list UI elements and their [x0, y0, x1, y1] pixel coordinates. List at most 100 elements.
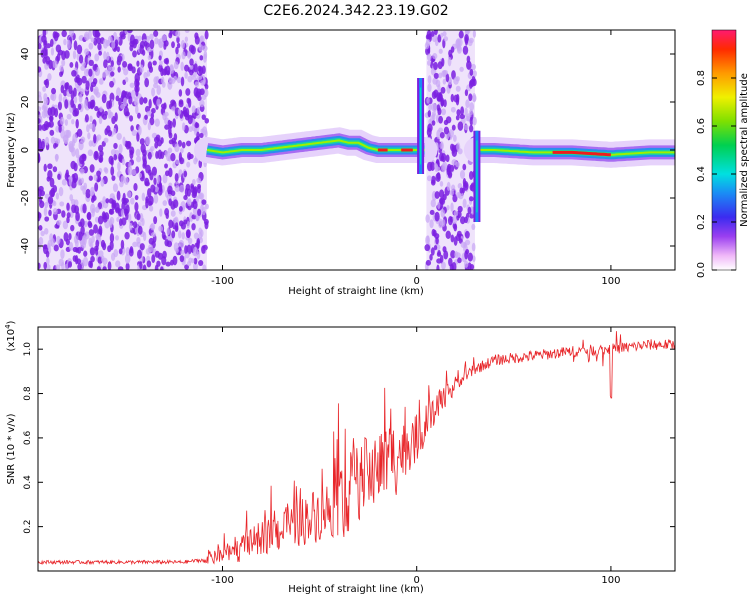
noise-blob: [137, 225, 143, 235]
noise-blob: [453, 223, 458, 232]
noise-blob: [168, 167, 173, 178]
noise-blob: [430, 199, 436, 208]
noise-blob: [153, 194, 159, 204]
noise-blob: [51, 87, 57, 95]
noise-blob: [463, 216, 469, 224]
noise-blob: [204, 221, 209, 230]
noise-blob: [191, 105, 196, 114]
noise-blob: [154, 250, 160, 258]
noise-blob: [448, 129, 454, 138]
noise-blob: [436, 129, 441, 140]
noise-blob: [136, 60, 140, 67]
noise-blob: [96, 170, 101, 177]
noise-blob: [138, 172, 143, 178]
noise-blob: [70, 98, 75, 109]
noise-blob: [49, 38, 54, 48]
noise-blob: [102, 213, 107, 220]
noise-blob: [78, 93, 83, 103]
noise-blob: [134, 72, 140, 83]
noise-blob: [61, 50, 66, 61]
noise-blob: [178, 230, 182, 239]
noise-blob: [99, 150, 104, 157]
noise-blob: [435, 236, 439, 245]
noise-blob: [126, 191, 132, 198]
noise-blob: [160, 266, 164, 270]
noise-blob: [435, 79, 441, 88]
noise-blob: [451, 70, 456, 80]
noise-blob: [167, 185, 173, 195]
noise-region: [38, 30, 210, 270]
noise-blob: [59, 71, 63, 77]
noise-blob: [169, 120, 173, 129]
noise-blob: [194, 81, 200, 88]
noise-blob: [165, 261, 171, 267]
noise-blob: [103, 51, 107, 60]
noise-blob: [92, 77, 98, 85]
noise-blob: [425, 235, 430, 246]
noise-blob: [57, 101, 63, 111]
noise-blob: [77, 263, 82, 270]
noise-blob: [451, 124, 456, 131]
noise-blob: [133, 221, 138, 229]
noise-blob: [87, 149, 93, 157]
noise-blob: [62, 220, 69, 230]
noise-blob: [430, 247, 435, 256]
noise-blob: [204, 30, 209, 40]
noise-blob: [430, 179, 436, 186]
noise-blob: [175, 159, 180, 165]
noise-blob: [431, 120, 436, 126]
noise-blob: [122, 192, 126, 203]
noise-blob: [125, 111, 130, 117]
noise-blob: [457, 257, 462, 264]
noise-blob: [143, 71, 148, 80]
noise-blob: [73, 87, 77, 98]
noise-blob: [468, 196, 474, 202]
noise-blob: [456, 93, 460, 103]
noise-blob: [159, 60, 163, 66]
noise-blob: [94, 53, 100, 62]
noise-blob: [144, 114, 148, 120]
noise-blob: [103, 137, 109, 143]
noise-blob: [116, 216, 120, 223]
noise-blob: [124, 208, 128, 217]
noise-blob: [197, 208, 202, 217]
noise-blob: [201, 245, 206, 254]
noise-blob: [456, 45, 462, 54]
noise-blob: [150, 184, 156, 193]
noise-blob: [187, 204, 192, 211]
noise-blob: [38, 236, 44, 246]
noise-blob: [426, 53, 432, 61]
noise-blob: [85, 80, 90, 91]
noise-blob: [187, 237, 193, 245]
noise-blob: [47, 163, 53, 170]
noise-blob: [434, 30, 438, 36]
noise-blob: [437, 107, 442, 116]
noise-blob: [189, 64, 194, 70]
noise-blob: [75, 148, 80, 159]
noise-blob: [55, 264, 61, 270]
noise-blob: [462, 198, 467, 209]
noise-blob: [117, 161, 121, 172]
noise-blob: [429, 254, 433, 261]
noise-blob: [185, 140, 192, 147]
noise-blob: [167, 147, 173, 154]
noise-blob: [196, 251, 201, 260]
noise-blob: [38, 118, 41, 124]
noise-blob: [68, 176, 72, 187]
noise-blob: [443, 126, 450, 135]
noise-blob: [87, 220, 92, 227]
noise-blob: [66, 216, 70, 224]
noise-blob: [89, 164, 95, 173]
noise-blob: [180, 39, 185, 49]
noise-blob: [56, 219, 62, 226]
noise-blob: [189, 212, 194, 222]
noise-blob: [464, 230, 470, 239]
noise-blob: [149, 39, 155, 50]
noise-blob: [193, 87, 199, 98]
noise-blob: [153, 30, 159, 37]
spectrogram-plot: [38, 30, 675, 270]
noise-blob: [158, 55, 162, 61]
noise-blob: [46, 242, 51, 249]
noise-blob: [454, 251, 459, 259]
noise-blob: [193, 71, 197, 78]
